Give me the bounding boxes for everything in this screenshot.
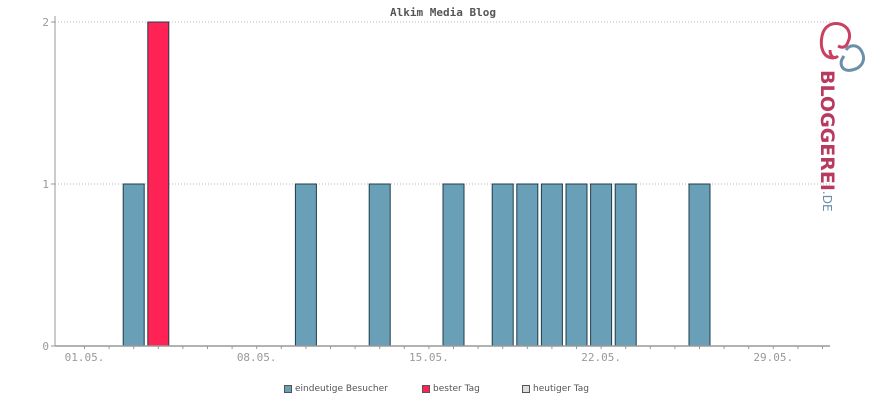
x-tick-label: 15.05. <box>409 351 449 364</box>
bar <box>491 183 514 347</box>
bar <box>565 183 588 347</box>
x-tick-label: 08.05. <box>237 351 277 364</box>
bar-best-day <box>147 21 170 347</box>
axes <box>54 16 830 347</box>
legend-swatch-best-day <box>422 385 430 393</box>
legend-label-unique-visitors: eindeutige Besucher <box>295 384 388 394</box>
bar <box>442 183 465 347</box>
y-ticks: 0 1 2 <box>42 16 55 353</box>
chart-title: Alkim Media Blog <box>390 6 496 19</box>
legend-swatch-unique-visitors <box>284 385 292 393</box>
bar <box>540 183 563 347</box>
bar <box>294 183 317 347</box>
y-tick-label: 1 <box>42 178 49 191</box>
x-tick-label: 29.05. <box>753 351 793 364</box>
bloggerei-wordmark: BLOGGEREI.DE <box>816 70 838 212</box>
bloggerei-logo <box>808 16 870 216</box>
bar <box>614 183 637 347</box>
bar <box>368 183 391 347</box>
x-tick-label: 01.05. <box>65 351 105 364</box>
bar <box>122 183 145 347</box>
legend-label-today: heutiger Tag <box>533 384 590 394</box>
y-tick-label: 2 <box>42 16 49 29</box>
x-tick-label: 22.05. <box>581 351 621 364</box>
bar <box>688 183 711 347</box>
bloggerei-logo-icon <box>819 22 866 72</box>
y-tick-label: 0 <box>42 340 49 353</box>
chart-area: Alkim Media Blog 0 1 2 01.05. 08.05. 15.05. 2… <box>42 6 830 364</box>
legend-label-best-day: bester Tag <box>433 384 480 394</box>
legend-swatch-today <box>522 385 530 393</box>
bar <box>516 183 539 347</box>
bar <box>590 183 613 347</box>
legend-item-unique-visitors: eindeutige Besucher <box>284 384 388 394</box>
logo-main-text: BLOGGEREI <box>816 70 838 191</box>
x-ticks: 01.05. 08.05. 15.05. 22.05. 29.05. <box>65 346 823 364</box>
legend-item-today: heutiger Tag <box>522 384 589 394</box>
legend-item-best-day: bester Tag <box>422 384 480 394</box>
logo-suffix-text: .DE <box>820 190 834 212</box>
legend: eindeutige Besucher bester Tag heutiger … <box>0 384 870 400</box>
grid-lines <box>55 21 830 185</box>
